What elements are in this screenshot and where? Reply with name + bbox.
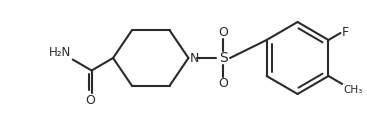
Text: CH₃: CH₃ [343, 85, 363, 95]
Text: O: O [218, 26, 228, 39]
Text: S: S [219, 51, 228, 65]
Text: O: O [86, 95, 95, 108]
Text: N: N [189, 51, 199, 65]
Text: F: F [341, 27, 349, 39]
Text: O: O [218, 77, 228, 90]
Text: H₂N: H₂N [48, 45, 71, 59]
